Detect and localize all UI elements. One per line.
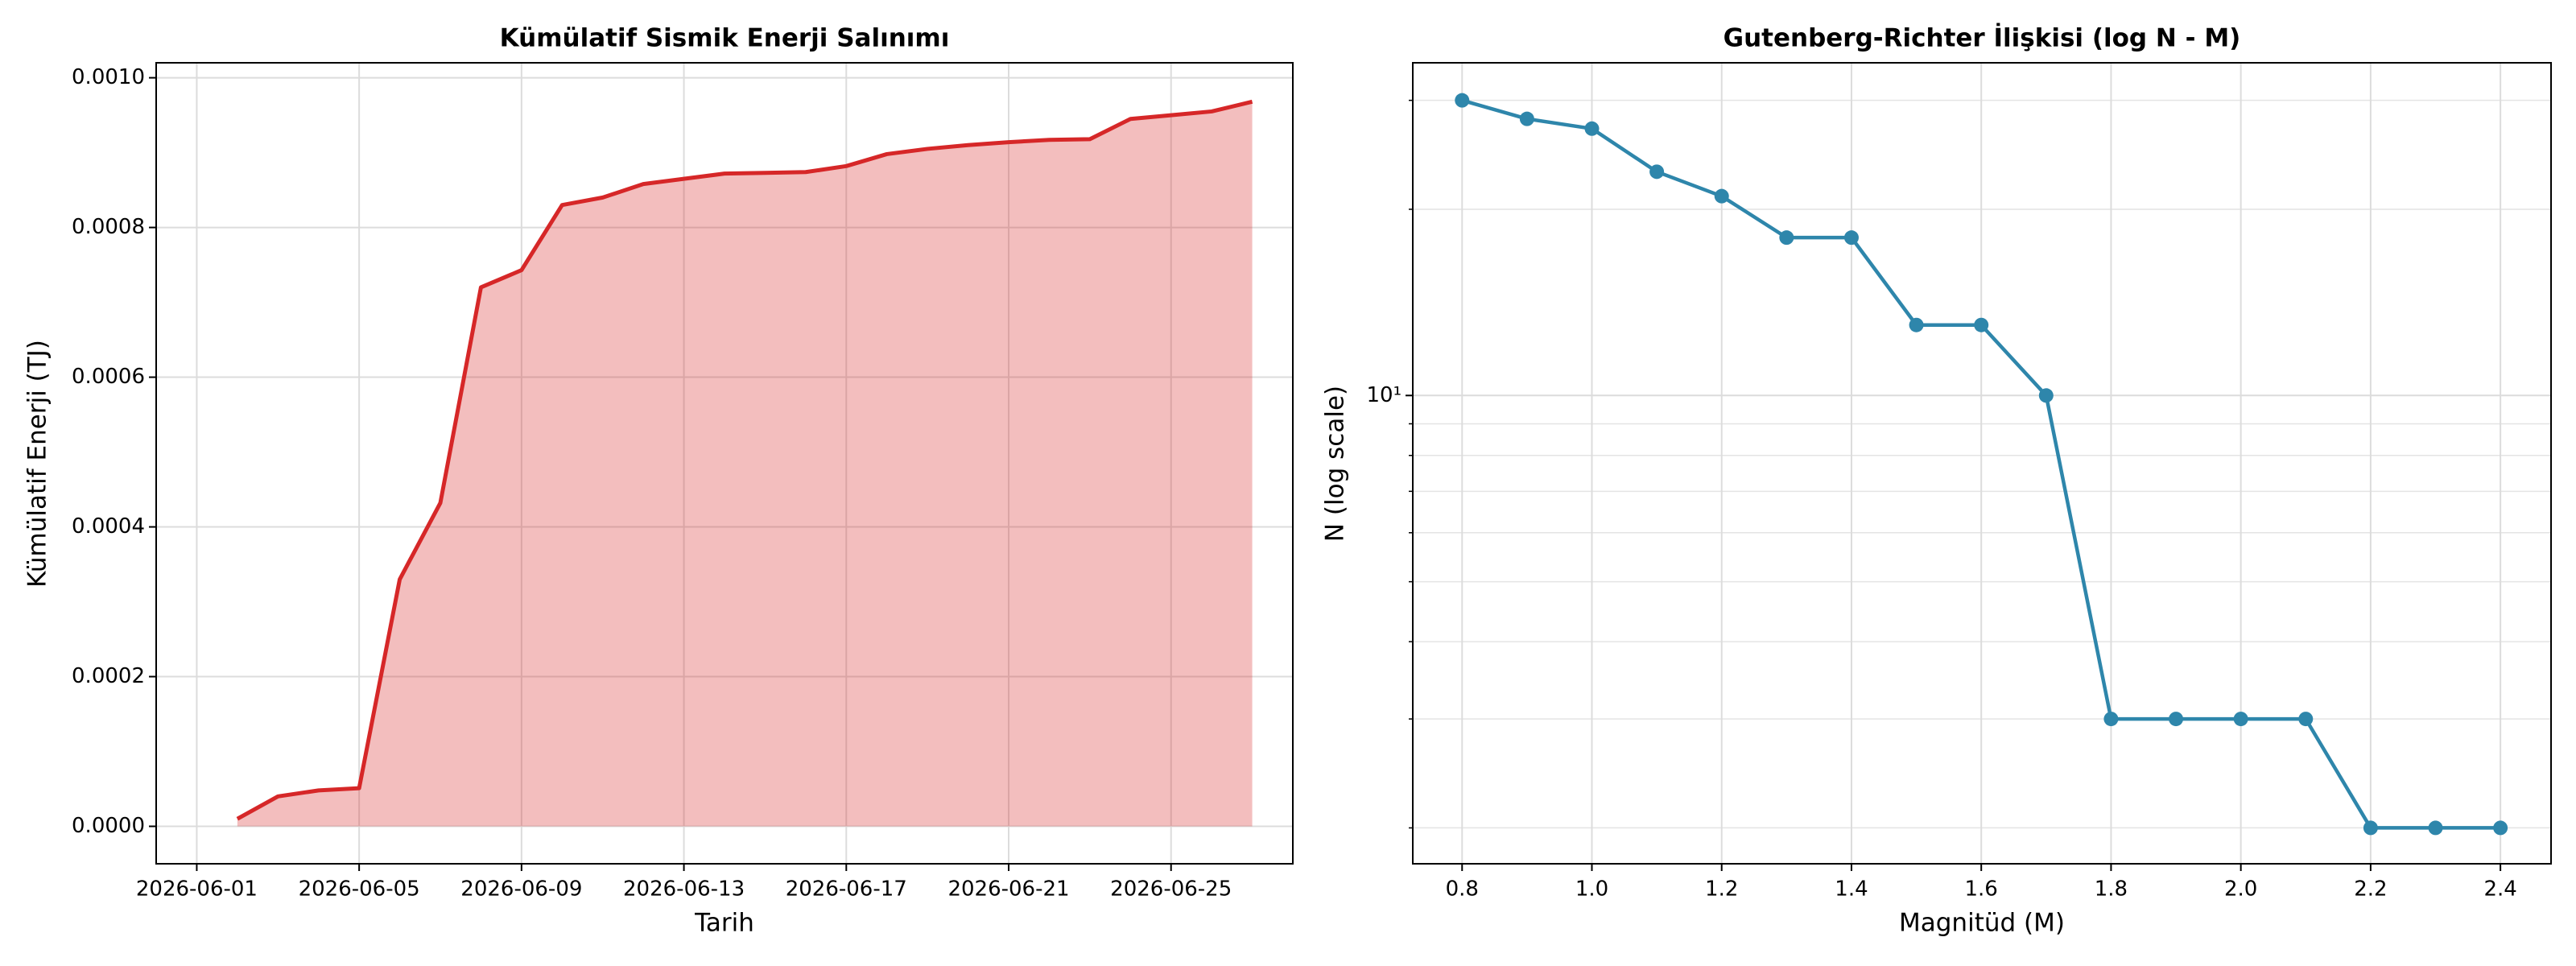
x-tick-label: 1.2 bbox=[1705, 877, 1738, 902]
marker bbox=[2103, 712, 2119, 727]
marker bbox=[2169, 712, 2184, 727]
marker bbox=[1779, 230, 1794, 246]
plot-frame bbox=[155, 62, 1294, 865]
x-tick-label: 2026-06-21 bbox=[947, 877, 1069, 902]
x-tick-label: 2026-06-13 bbox=[623, 877, 745, 902]
area-fill bbox=[237, 101, 1253, 827]
marker bbox=[2493, 820, 2508, 836]
marker bbox=[1649, 164, 1665, 180]
y-axis-label: N (log scale) bbox=[1321, 386, 1350, 542]
x-tick-label: 2.2 bbox=[2354, 877, 2387, 902]
marker bbox=[1714, 188, 1729, 204]
marker bbox=[1974, 317, 1989, 332]
chart-title: Kümülatif Sismik Enerji Salınımı bbox=[500, 24, 950, 53]
x-tick-label: 1.8 bbox=[2095, 877, 2128, 902]
x-tick-label: 2026-06-25 bbox=[1110, 877, 1232, 902]
x-tick-label: 2026-06-17 bbox=[786, 877, 907, 902]
marker bbox=[2038, 388, 2054, 403]
marker bbox=[1909, 317, 1924, 332]
y-tick-label: 0.0008 bbox=[72, 215, 145, 239]
x-axis-label: Tarih bbox=[694, 909, 754, 938]
y-axis-label: Kümülatif Enerji (TJ) bbox=[23, 340, 52, 588]
marker bbox=[1843, 230, 1859, 246]
x-tick-label: 2026-06-05 bbox=[299, 877, 420, 902]
x-tick-label: 2.0 bbox=[2224, 877, 2257, 902]
line bbox=[236, 99, 1253, 821]
marker bbox=[2428, 820, 2443, 836]
y-tick-label: 0.0002 bbox=[72, 664, 145, 688]
x-tick-label: 2026-06-01 bbox=[136, 877, 258, 902]
x-tick-label: 2026-06-09 bbox=[460, 877, 582, 902]
plot-frame bbox=[1412, 62, 2552, 865]
x-tick-label: 0.8 bbox=[1446, 877, 1479, 902]
marker bbox=[2298, 712, 2314, 727]
x-tick-label: 1.4 bbox=[1835, 877, 1868, 902]
y-tick-label: 0.0006 bbox=[72, 365, 145, 389]
y-tick-label: 0.0010 bbox=[72, 65, 145, 89]
x-tick-label: 1.0 bbox=[1575, 877, 1608, 902]
marker bbox=[1455, 93, 1470, 108]
marker bbox=[1584, 121, 1600, 136]
x-tick-label: 2.4 bbox=[2483, 877, 2516, 902]
marker bbox=[1519, 111, 1534, 126]
marker bbox=[2363, 820, 2378, 836]
y-tick-label: 0.0000 bbox=[72, 814, 145, 838]
x-axis-label: Magnitüd (M) bbox=[1899, 909, 2065, 938]
y-tick-label: 0.0004 bbox=[72, 514, 145, 539]
chart-title: Gutenberg-Richter İlişkisi (log N - M) bbox=[1724, 24, 2241, 53]
x-tick-label: 1.6 bbox=[1965, 877, 1998, 902]
y-tick-label: 10¹ bbox=[1366, 383, 1402, 407]
marker bbox=[2233, 712, 2248, 727]
